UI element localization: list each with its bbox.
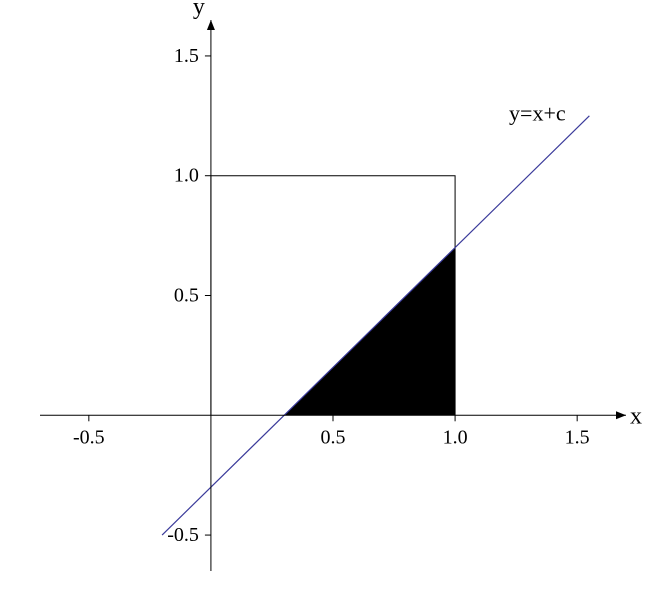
x-tick-label: 1.0 <box>443 426 468 448</box>
x-axis-title: x <box>630 403 642 429</box>
x-tick-label: -0.5 <box>73 426 105 448</box>
line-y-equals-x-plus-c <box>162 116 589 535</box>
x-tick-label: 1.5 <box>565 426 590 448</box>
x-tick-label: 0.5 <box>321 426 346 448</box>
y-tick-label: 1.5 <box>174 45 199 67</box>
y-tick-label: -0.5 <box>167 524 199 546</box>
y-tick-label: 1.0 <box>174 165 199 187</box>
chart-svg: -0.5 0.5 1.0 1.5 -0.5 0.5 1.0 1.5 x y y=x+c <box>0 0 666 591</box>
chart-container: -0.5 0.5 1.0 1.5 -0.5 0.5 1.0 1.5 x y y=x+c <box>0 0 666 591</box>
y-axis-arrow <box>207 20 215 30</box>
line-label: y=x+c <box>509 101 566 126</box>
x-axis-arrow <box>616 411 626 419</box>
y-tick-label: 0.5 <box>174 285 199 307</box>
y-axis-title: y <box>193 0 205 20</box>
